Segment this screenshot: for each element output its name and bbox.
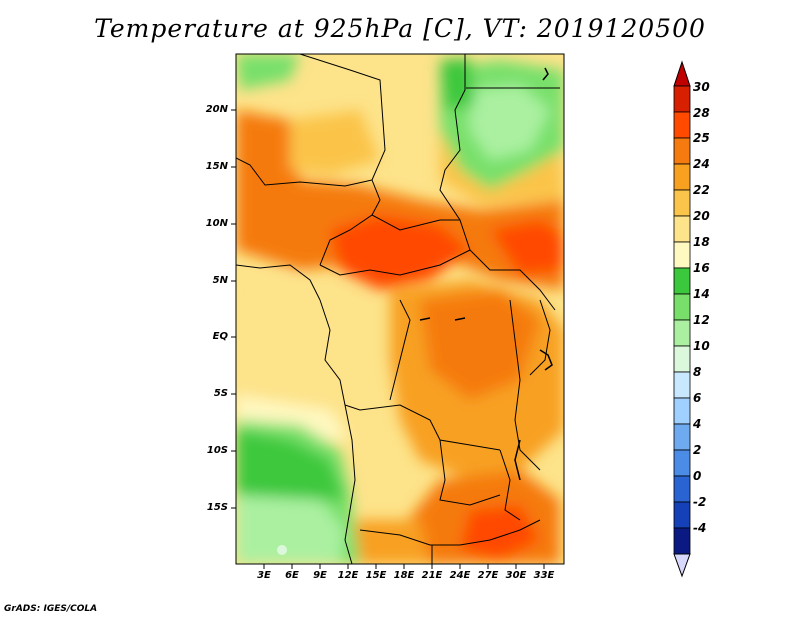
lon-label-12e: 12E	[337, 570, 359, 581]
lon-label-9e: 9E	[313, 570, 327, 581]
colorbar-over-triangle	[673, 60, 691, 87]
colorbar-swatch	[673, 527, 691, 555]
colorbar-label: 8	[693, 365, 702, 379]
lon-label-3e: 3E	[257, 570, 271, 581]
map-frame	[235, 53, 565, 565]
map-title: Temperature at 925hPa [C], VT: 201912050…	[94, 14, 706, 43]
colorbar-swatch	[673, 345, 691, 373]
lat-label-15n: 15N	[205, 161, 228, 172]
lat-label-20n: 20N	[205, 104, 228, 115]
colorbar-label: 30	[693, 80, 710, 94]
lon-label-24e: 24E	[449, 570, 471, 581]
lat-label-eq: EQ	[212, 331, 228, 342]
colorbar-swatch	[673, 319, 691, 347]
lon-label-33e: 33E	[533, 570, 555, 581]
colorbar-swatch	[673, 215, 691, 243]
colorbar-label: 4	[693, 417, 702, 431]
temperature-field	[236, 54, 564, 564]
colorbar-swatch	[673, 449, 691, 477]
colorbar-label: 10	[693, 339, 710, 353]
country-borders	[236, 54, 560, 564]
colorbar-label: -2	[693, 495, 707, 509]
lat-label-5n: 5N	[212, 275, 228, 286]
colorbar-label: 22	[693, 183, 710, 197]
lon-label-21e: 21E	[421, 570, 443, 581]
colorbar-swatch	[673, 111, 691, 139]
colorbar	[673, 60, 691, 578]
lon-label-6e: 6E	[285, 570, 299, 581]
lat-label-5s: 5S	[213, 388, 228, 399]
colorbar-label: -4	[693, 521, 707, 535]
colorbar-under-triangle	[673, 553, 691, 578]
colorbar-label: 16	[693, 261, 710, 275]
colorbar-swatch	[673, 293, 691, 321]
lon-label-27e: 27E	[477, 570, 499, 581]
colorbar-label: 25	[693, 131, 710, 145]
colorbar-swatch	[673, 423, 691, 451]
colorbar-swatch	[673, 501, 691, 529]
colorbar-swatch	[673, 397, 691, 425]
colorbar-label: 14	[693, 287, 710, 301]
lon-label-30e: 30E	[505, 570, 527, 581]
grads-credit: GrADS: IGES/COLA	[4, 604, 98, 614]
colorbar-label: 12	[693, 313, 710, 327]
lat-label-10n: 10N	[205, 218, 228, 229]
lat-label-10s: 10S	[206, 445, 228, 456]
colorbar-swatch	[673, 267, 691, 295]
colorbar-label: 20	[693, 209, 710, 223]
colorbar-swatch	[673, 189, 691, 217]
lon-label-18e: 18E	[393, 570, 415, 581]
colorbar-swatch	[673, 371, 691, 399]
colorbar-swatch	[673, 137, 691, 165]
colorbar-label: 28	[693, 106, 710, 120]
colorbar-swatch	[673, 85, 691, 113]
lat-label-15s: 15S	[206, 502, 228, 513]
colorbar-swatch	[673, 475, 691, 503]
colorbar-label: 6	[693, 391, 702, 405]
colorbar-label: 24	[693, 157, 710, 171]
colorbar-swatch	[673, 163, 691, 191]
colorbar-label: 2	[693, 443, 702, 457]
lon-label-15e: 15E	[365, 570, 387, 581]
colorbar-swatch	[673, 241, 691, 269]
colorbar-label: 0	[693, 469, 702, 483]
colorbar-label: 18	[693, 235, 710, 249]
